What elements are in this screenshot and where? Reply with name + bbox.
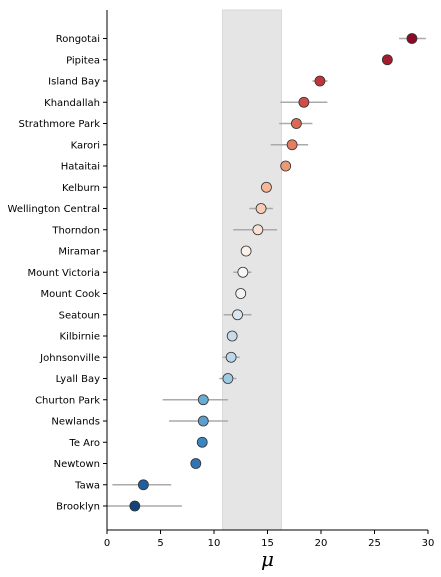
y-tick-label: Johnsonville bbox=[39, 353, 100, 364]
data-point bbox=[237, 266, 249, 278]
x-tick-labels: 0 5 10 15 20 25 30 bbox=[104, 530, 435, 549]
y-tick-label: Karori bbox=[71, 140, 100, 151]
y-tick-label: Mount Victoria bbox=[28, 268, 100, 279]
y-tick-label: Strathmore Park bbox=[19, 119, 101, 130]
data-point bbox=[129, 500, 141, 512]
x-tick-label: 0 bbox=[104, 538, 110, 549]
data-point bbox=[225, 351, 237, 363]
y-tick-label: Brooklyn bbox=[56, 502, 100, 513]
data-point bbox=[197, 415, 209, 427]
data-point bbox=[222, 373, 234, 384]
x-tick-label: 15 bbox=[261, 538, 274, 549]
shaded-band bbox=[222, 9, 282, 531]
y-tick-label: Pipitea bbox=[66, 55, 100, 66]
y-tick-label: Miramar bbox=[58, 247, 101, 258]
y-tick-label: Rongotai bbox=[56, 34, 100, 45]
y-tick-label: Kelburn bbox=[62, 183, 100, 194]
data-point bbox=[235, 288, 247, 299]
y-tick-label: Thorndon bbox=[51, 225, 100, 236]
data-point bbox=[226, 330, 238, 342]
y-tick-label: Te Aro bbox=[68, 438, 100, 449]
y-tick-label: Kilbirnie bbox=[60, 332, 100, 343]
data-point bbox=[196, 436, 208, 448]
data-point bbox=[232, 309, 243, 321]
y-tick-labels: Rongotai Pipitea Island Bay Khandallah Strat… bbox=[8, 34, 107, 513]
x-tick-label: 10 bbox=[208, 538, 221, 549]
x-tick-label: 25 bbox=[368, 538, 381, 549]
data-point bbox=[197, 394, 209, 406]
y-tick-label: Wellington Central bbox=[8, 204, 100, 215]
data-point bbox=[261, 181, 272, 193]
data-point bbox=[190, 458, 202, 469]
y-tick-label: Newlands bbox=[51, 417, 100, 428]
data-point bbox=[255, 203, 267, 214]
data-point bbox=[286, 139, 298, 151]
data-point bbox=[280, 160, 292, 172]
y-tick-label: Hataitai bbox=[61, 162, 100, 173]
y-tick-label: Mount Cook bbox=[40, 289, 100, 300]
y-tick-label: Churton Park bbox=[35, 395, 100, 406]
data-point bbox=[406, 33, 418, 44]
x-axis-label: μ bbox=[261, 547, 274, 571]
y-tick-label: Khandallah bbox=[44, 98, 100, 109]
data-points bbox=[129, 33, 418, 512]
y-tick-label: Island Bay bbox=[48, 77, 100, 88]
y-tick-label: Tawa bbox=[74, 480, 100, 491]
y-tick-label: Newtown bbox=[54, 459, 100, 470]
y-tick-label: Lyall Bay bbox=[56, 374, 100, 385]
data-point bbox=[290, 118, 302, 129]
x-tick-label: 30 bbox=[422, 538, 435, 549]
data-point bbox=[137, 479, 149, 491]
data-point bbox=[252, 224, 264, 236]
x-tick-label: 5 bbox=[157, 538, 163, 549]
data-point bbox=[240, 245, 252, 257]
data-point bbox=[381, 54, 393, 66]
data-point bbox=[314, 75, 326, 87]
data-point bbox=[298, 96, 310, 108]
y-tick-label: Seatoun bbox=[59, 310, 100, 321]
x-tick-label: 20 bbox=[315, 538, 328, 549]
